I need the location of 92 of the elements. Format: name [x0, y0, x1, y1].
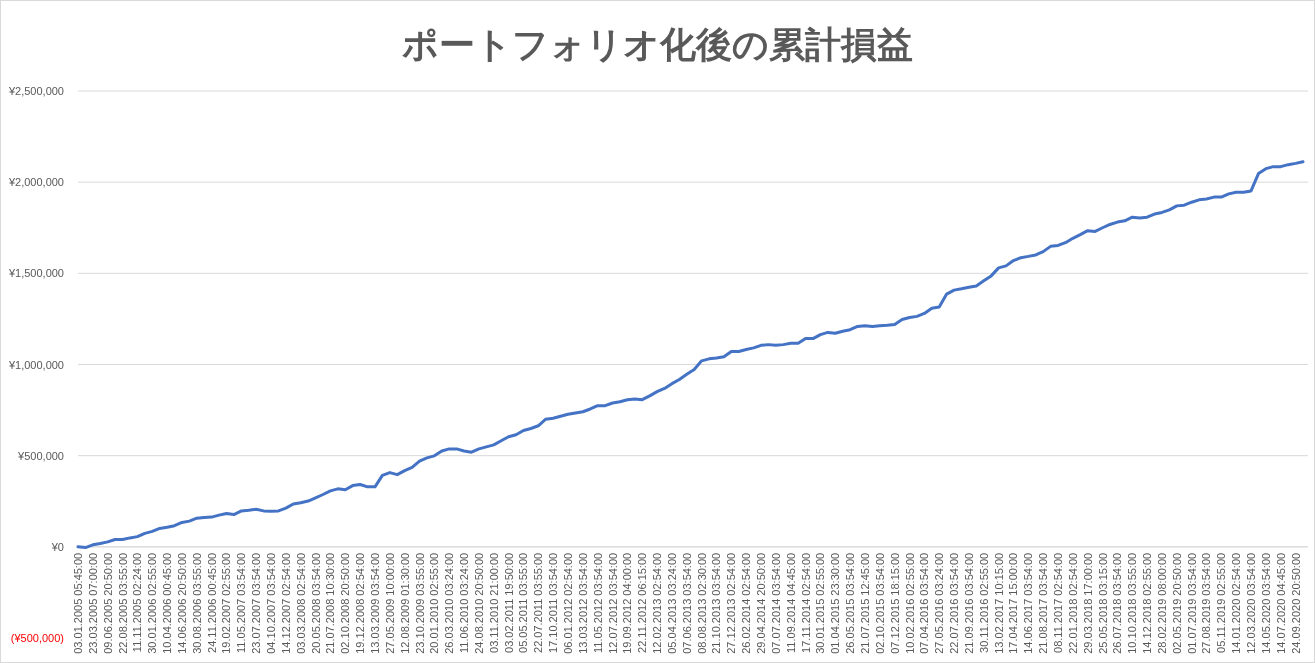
x-tick-label: 20.05.2008 03:54:00: [309, 552, 322, 654]
x-tick-label: 29.04.2014 20:50:00: [755, 552, 768, 654]
x-tick-label: 30.11.2016 02:55:00: [977, 552, 990, 653]
x-tick-label: 07.07.2014 03:54:00: [769, 552, 782, 654]
y-tick-label: ¥0: [50, 540, 64, 553]
x-tick-label: 19.12.2008 02:54:00: [354, 552, 367, 654]
x-tick-label: 29.03.2018 17:00:00: [1081, 552, 1094, 654]
x-tick-label: 24.09.2020 20:50:00: [1289, 552, 1302, 654]
x-tick-label: 03.03.2008 02:54:00: [294, 552, 307, 654]
x-tick-label: 27.05.2009 10:00:00: [383, 552, 396, 654]
x-tick-label: 26.05.2015 03:54:00: [844, 552, 857, 654]
x-tick-label: 06.01.2012 02:54:00: [562, 552, 574, 654]
x-tick-label: 17.04.2017 15:00:00: [1007, 552, 1020, 654]
x-tick-label: 14.12.2007 02:54:00: [279, 552, 292, 654]
x-tick-label: 12.02.2013 02:54:00: [651, 552, 664, 654]
x-tick-label: 11.11.2005 02:24:00: [131, 552, 144, 653]
x-tick-label: 03.02.2011 19:50:00: [502, 552, 515, 653]
x-tick-label: 19.02.2007 02:55:00: [220, 552, 233, 654]
y-tick-label: ¥1,500,000: [7, 267, 64, 280]
x-tick-label: 27.08.2019 03:54:00: [1200, 552, 1213, 654]
x-tick-label: 26.02.2014 02:54:00: [740, 552, 753, 654]
x-tick-label: 08.11.2017 02:54:00: [1052, 552, 1064, 653]
x-tick-label: 11.05.2012 03:54:00: [591, 552, 604, 653]
x-tick-label: 05.05.2011 03:55:00: [517, 552, 530, 653]
x-tick-label: 08.08.2013 02:30:00: [695, 552, 708, 654]
x-tick-label: 21.07.2008 10:30:00: [324, 552, 337, 654]
x-tick-label: 23.03.2005 07:00:00: [86, 552, 99, 654]
y-tick-label: ¥500,000: [17, 449, 64, 462]
x-tick-label: 07.06.2013 03:54:00: [680, 552, 693, 654]
x-tick-label: 10.02.2016 02:55:00: [903, 552, 916, 654]
x-tick-label: 14.07.2020 04:45:00: [1274, 552, 1287, 654]
x-tick-label: 03.11.2010 21:00:00: [487, 552, 500, 653]
x-tick-label: 12.03.2020 03:54:00: [1245, 552, 1258, 654]
x-tick-label: 26.07.2018 03:54:00: [1111, 552, 1124, 654]
x-tick-label: 14.01.2020 02:54:00: [1230, 552, 1243, 654]
y-tick-label: ¥2,000,000: [7, 176, 64, 189]
x-tick-label: 02.10.2015 03:54:00: [873, 552, 886, 654]
x-tick-label: 23.10.2009 03:55:00: [413, 552, 426, 654]
x-tick-label: 05.04.2013 03:24:00: [665, 552, 678, 654]
chart-title: ポートフォリオ化後の累計損益: [402, 24, 913, 65]
x-tick-label: 17.10.2011 03:54:00: [547, 552, 560, 653]
x-tick-label: 03.01.2005 05:45:00: [72, 552, 84, 654]
x-tick-label: 10.04.2006 00:45:00: [161, 552, 174, 654]
x-tick-label: 22.08.2005 03:55:00: [116, 552, 129, 654]
x-tick-label: 07.12.2015 18:15:00: [888, 552, 901, 654]
x-tick-label: 05.11.2019 02:55:00: [1215, 552, 1228, 653]
x-tick-label: 13.02.2017 10:15:00: [992, 552, 1005, 654]
x-tick-label: 30.01.2006 02:55:00: [146, 552, 159, 654]
x-tick-label: 24.08.2010 20:50:00: [472, 552, 485, 654]
x-tick-label: 27.05.2016 03:24:00: [933, 552, 946, 654]
x-tick-label: 11.09.2014 04:45:00: [784, 552, 797, 653]
x-tick-label: 23.07.2007 03:54:00: [250, 552, 263, 654]
y-tick-label: (¥500,000): [10, 632, 64, 644]
x-tick-label: 20.01.2010 02:55:00: [428, 552, 441, 654]
x-tick-label: 22.11.2012 06:15:00: [636, 552, 649, 653]
x-tick-label: 27.12.2013 02:54:00: [725, 552, 738, 654]
x-tick-label: 12.08.2009 01:30:00: [398, 552, 411, 654]
x-tick-label: 17.11.2014 02:54:00: [799, 552, 812, 653]
x-tick-label: 22.07.2011 03:55:00: [532, 552, 545, 653]
x-tick-label: 21.08.2017 03:54:00: [1037, 552, 1050, 654]
x-tick-label: 02.05.2019 20:50:00: [1170, 552, 1183, 654]
x-tick-label: 11.05.2007 03:54:00: [235, 552, 248, 653]
x-tick-label: 30.01.2015 02:55:00: [814, 552, 827, 654]
line-series: [76, 160, 1305, 550]
x-tick-label: 14.06.2017 03:54:00: [1022, 552, 1035, 654]
x-tick-label: 07.04.2016 03:54:00: [918, 552, 931, 654]
x-tick-label: 04.10.2007 03:54:00: [265, 552, 278, 654]
x-tick-label: 21.07.2015 12:45:00: [858, 552, 871, 654]
x-tick-label: 13.03.2009 03:54:00: [368, 552, 381, 654]
x-tick-label: 12.07.2012 03:54:00: [606, 552, 619, 654]
x-tick-label: 22.07.2016 03:54:00: [948, 552, 961, 654]
x-tick-label: 25.05.2018 03:15:00: [1096, 552, 1109, 654]
x-tick-label: 21.09.2016 03:54:00: [962, 552, 975, 654]
x-tick-label: 24.11.2006 00:45:00: [205, 552, 218, 653]
x-tick-label: 02.10.2008 20:50:00: [339, 552, 352, 654]
x-tick-label: 14.06.2006 20:50:00: [175, 552, 188, 654]
x-tick-label: 10.10.2018 03:55:00: [1126, 552, 1139, 654]
x-tick-label: 13.03.2012 03:54:00: [576, 552, 589, 654]
x-tick-label: 22.01.2018 02:54:00: [1066, 552, 1079, 654]
x-tick-label: 01.07.2019 03:54:00: [1185, 552, 1198, 654]
x-tick-label: 30.08.2006 03:55:00: [190, 552, 203, 654]
x-tick-label: 19.09.2012 04:00:00: [621, 552, 634, 654]
y-tick-label: ¥2,500,000: [7, 85, 64, 97]
y-tick-label: ¥1,000,000: [7, 358, 64, 371]
x-tick-label: 14.12.2018 02:55:00: [1141, 552, 1154, 654]
x-tick-label: 26.03.2010 03:24:00: [443, 552, 456, 654]
x-tick-label: 09.06.2005 20:50:00: [101, 552, 114, 654]
x-tick-label: 21.10.2013 03:54:00: [710, 552, 723, 654]
x-tick-label: 01.04.2015 23:30:00: [829, 552, 842, 654]
x-tick-label: 11.06.2010 03:24:00: [458, 552, 471, 653]
x-tick-label: 28.02.2019 08:00:00: [1155, 552, 1168, 654]
x-tick-label: 14.05.2020 03:54:00: [1259, 552, 1272, 654]
